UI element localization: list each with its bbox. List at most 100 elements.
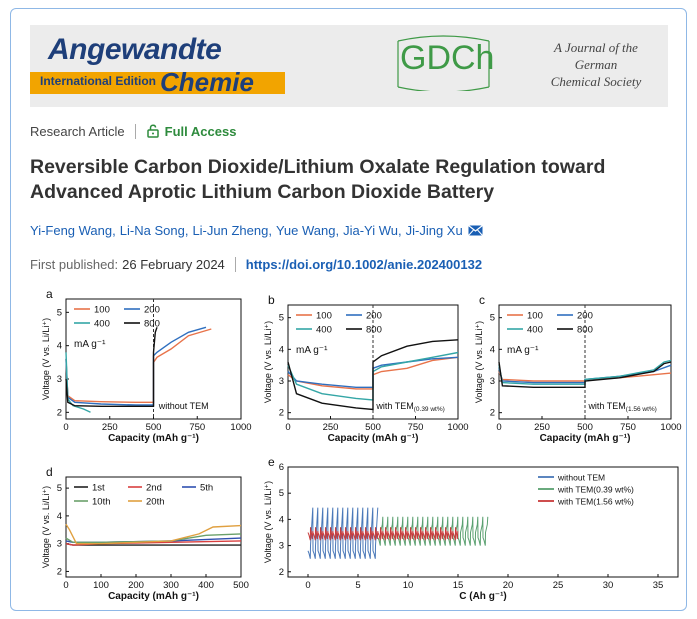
y-tick-label: 4 — [279, 344, 284, 355]
x-tick-label: 200 — [128, 580, 144, 591]
society-logo-text: GDCh — [400, 39, 495, 77]
series-line-400 — [498, 359, 672, 385]
x-tick-label: 250 — [323, 422, 339, 433]
society-line: A Journal of the — [554, 40, 638, 55]
x-tick-label: 750 — [408, 422, 424, 433]
y-tick-label: 3 — [57, 539, 62, 550]
author-list: Yi-Feng Wang, Li-Na Song, Li-Jun Zheng, … — [30, 223, 483, 238]
y-axis-label: Voltage (V vs. Li/Li⁺) — [41, 318, 51, 400]
panel-annotation: with TEM(1.56 wt%) — [587, 401, 656, 413]
y-tick-label: 2 — [57, 566, 62, 577]
x-tick-label: 250 — [534, 422, 550, 433]
society-line: Chemical Society — [550, 74, 642, 89]
author-link[interactable]: Yue Wang — [275, 223, 336, 238]
society-caption: A Journal of the German Chemical Society — [526, 39, 666, 90]
series-line-800 — [65, 327, 158, 408]
y-tick-label: 5 — [57, 307, 62, 318]
unit-label: mA g⁻¹ — [296, 345, 328, 356]
legend-label: 10th — [92, 497, 111, 508]
x-tick-label: 0 — [285, 422, 290, 433]
x-tick-label: 0 — [63, 422, 68, 433]
legend-label: 100 — [527, 311, 543, 322]
x-tick-label: 500 — [577, 422, 593, 433]
journal-title: Angewandte — [48, 33, 222, 66]
y-tick-label: 3 — [490, 376, 495, 387]
legend-label: with TEM(1.56 wt%) — [557, 497, 634, 507]
y-tick-label: 5 — [57, 483, 62, 494]
panel-letter: b — [268, 293, 275, 307]
journal-banner[interactable]: Angewandte International Edition Chemie … — [30, 25, 668, 107]
panel-letter: d — [46, 465, 53, 479]
legend-label: 1st — [92, 483, 105, 494]
x-tick-label: 25 — [553, 580, 564, 591]
x-tick-label: 0 — [496, 422, 501, 433]
plot-frame — [65, 476, 242, 578]
society-line: German — [574, 57, 618, 72]
x-tick-label: 500 — [365, 422, 381, 433]
author-link[interactable]: Li-Jun Zheng — [192, 223, 269, 238]
unlocked-lock-icon — [146, 124, 159, 138]
y-tick-label: 4 — [57, 341, 62, 352]
legend-label: 400 — [316, 325, 332, 336]
legend-label: 400 — [94, 319, 110, 330]
gdch-logo-icon — [397, 35, 490, 91]
journal-edition: International Edition — [40, 74, 156, 88]
series-line-800 — [498, 361, 672, 389]
published-label: First published: — [30, 257, 119, 272]
panel-annotation: with TEM(0.39 wt%) — [375, 401, 444, 413]
y-axis-label: Voltage (V vs. Li/Li⁺) — [41, 486, 51, 568]
y-axis-label: Voltage (V vs. Li/Li⁺) — [474, 321, 484, 403]
y-tick-label: 3 — [279, 376, 284, 387]
legend-label: 5th — [200, 483, 213, 494]
y-tick-label: 4 — [279, 514, 284, 525]
x-tick-label: 20 — [503, 580, 514, 591]
x-tick-label: 400 — [198, 580, 214, 591]
x-axis-label: C (Ah g⁻¹) — [459, 591, 507, 602]
legend-label: 20th — [146, 497, 165, 508]
author-link[interactable]: Ji-Jing Xu — [405, 223, 463, 238]
access-badge[interactable]: Full Access — [164, 123, 237, 139]
x-tick-label: 100 — [93, 580, 109, 591]
divider — [234, 257, 236, 272]
legend-label: without TEM — [557, 473, 605, 483]
doi-link[interactable]: https://doi.org/10.1002/anie.202400132 — [245, 257, 483, 272]
author-link[interactable]: Yi-Feng Wang — [30, 223, 113, 238]
y-tick-label: 3 — [279, 541, 284, 552]
x-tick-label: 0 — [305, 580, 310, 591]
article-type: Research Article — [30, 123, 125, 139]
x-tick-label: 500 — [146, 422, 162, 433]
panel-annotation: without TEM — [158, 401, 209, 411]
x-tick-label: 750 — [189, 422, 205, 433]
y-tick-label: 2 — [279, 408, 284, 419]
series-line-with TEM(0.39 wt%) — [377, 516, 489, 546]
y-tick-label: 4 — [490, 344, 495, 355]
legend-label: 200 — [144, 305, 160, 316]
x-tick-label: 35 — [653, 580, 664, 591]
email-icon[interactable] — [467, 225, 483, 236]
series-line-800 — [287, 339, 459, 411]
y-tick-label: 2 — [279, 567, 284, 578]
x-tick-label: 1000 — [230, 422, 251, 433]
x-axis-label: Capacity (mAh g⁻¹) — [540, 433, 631, 444]
x-tick-label: 300 — [163, 580, 179, 591]
legend-label: 100 — [316, 311, 332, 322]
legend-label: with TEM(0.39 wt%) — [557, 485, 634, 495]
legend-label: 800 — [366, 325, 382, 336]
y-axis-label: Voltage (V vs. Li/Li⁺) — [263, 321, 273, 403]
divider — [134, 123, 136, 139]
legend-label: 800 — [577, 325, 593, 336]
author-link[interactable]: Jia-Yi Wu — [343, 223, 398, 238]
article-meta: Research Article Full Access — [30, 122, 236, 140]
series-line-400 — [65, 352, 91, 413]
publication-info: First published: 26 February 2024 https:… — [30, 257, 482, 272]
legend-label: 400 — [527, 325, 543, 336]
published-date: 26 February 2024 — [122, 257, 225, 272]
panel-letter: c — [479, 293, 485, 307]
journal-brand-bar — [30, 72, 285, 94]
legend-label: 800 — [144, 319, 160, 330]
y-tick-label: 4 — [57, 511, 62, 522]
y-tick-label: 6 — [279, 462, 284, 473]
series-line-without TEM — [307, 507, 379, 559]
author-link[interactable]: Li-Na Song — [119, 223, 185, 238]
